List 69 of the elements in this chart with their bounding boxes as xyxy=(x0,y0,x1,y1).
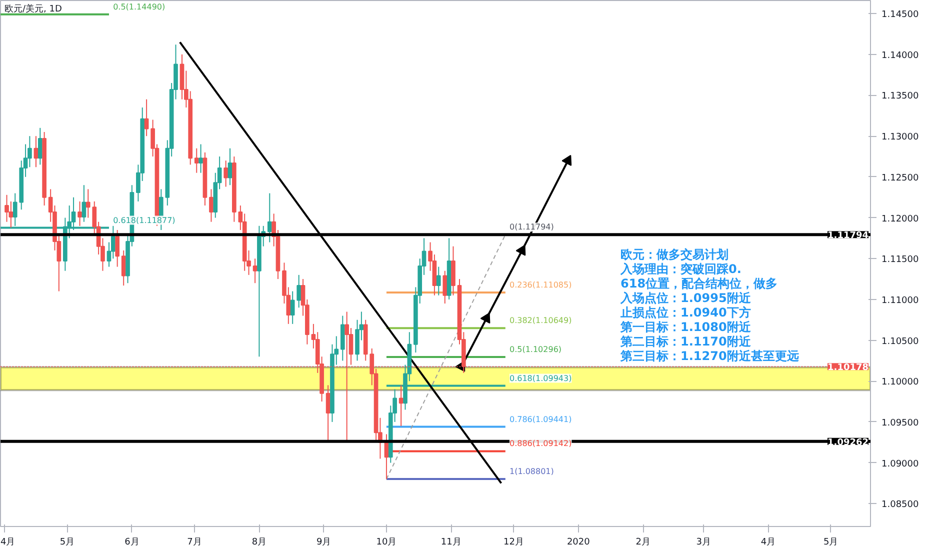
annotation: 入场理由：突破回踩0. xyxy=(620,262,742,276)
y-tick-label: 1.12000 xyxy=(882,214,919,224)
candlestick xyxy=(228,148,232,186)
candlestick xyxy=(252,258,258,284)
x-tick-label: 6月 xyxy=(124,538,140,548)
y-tick-label: 1.08500 xyxy=(882,500,919,510)
candlestick xyxy=(38,127,42,166)
x-tick-label: 10月 xyxy=(376,538,397,548)
candlestick xyxy=(198,144,203,174)
annotation: 0.236(1.11085) xyxy=(509,280,572,290)
candlestick xyxy=(121,250,126,286)
x-tick-label: 5月 xyxy=(60,538,75,548)
candlestick xyxy=(209,188,214,222)
candlestick xyxy=(144,98,149,137)
candlestick xyxy=(34,136,38,168)
annotation: 入场点位：1.0995附近 xyxy=(620,291,752,305)
x-tick-label: 9月 xyxy=(316,538,332,548)
ref-line-label: 1.09262 xyxy=(828,438,869,448)
candlestick xyxy=(82,184,86,222)
candlestick xyxy=(267,192,272,243)
y-tick-label: 1.10500 xyxy=(882,336,919,347)
y-tick-label: 1.09500 xyxy=(882,418,919,428)
candlestick xyxy=(326,384,330,443)
y-tick-label: 1.13500 xyxy=(882,92,919,102)
annotation: 止损点位：1.0940下方 xyxy=(620,306,751,320)
annotation: 1(1.08801) xyxy=(509,467,554,476)
x-tick-label: 3月 xyxy=(696,538,711,548)
x-tick-label: 2月 xyxy=(636,538,650,548)
annotation: 欧元：做多交易计划 xyxy=(620,248,728,262)
candlestick xyxy=(86,188,90,218)
y-tick-label: 1.12500 xyxy=(882,173,919,184)
annotation: 0(1.11794) xyxy=(509,222,554,232)
annotation: 第二目标：1.1170附近 xyxy=(620,334,752,348)
y-tick-label: 1.14500 xyxy=(882,10,919,20)
y-tick-label: 1.10000 xyxy=(882,378,919,388)
point xyxy=(562,154,572,166)
candlestick xyxy=(398,384,404,427)
candlestick xyxy=(436,266,441,296)
y-tick-label: 1.11000 xyxy=(882,296,919,306)
candlestick xyxy=(115,230,120,268)
annotation: 0.5(1.14490) xyxy=(113,2,166,12)
candlestick xyxy=(194,148,199,174)
annotation: 0.618(1.11877) xyxy=(113,216,176,225)
annotation: 第一目标：1.1080附近 xyxy=(620,320,752,334)
chart-title: 欧元/美元, 1D xyxy=(4,4,62,14)
annotation: 0.618(1.09943) xyxy=(509,374,572,383)
point xyxy=(516,244,526,256)
x-tick-label: 5月 xyxy=(823,538,838,548)
candlestick xyxy=(78,200,82,226)
candlestick xyxy=(224,160,228,188)
y-tick-label: 1.09000 xyxy=(882,459,919,470)
point xyxy=(480,312,490,324)
candlestick xyxy=(442,270,448,304)
x-tick-label: 11月 xyxy=(440,538,462,548)
annotation: 0.5(1.10296) xyxy=(509,344,562,354)
x-tick-label: 4月 xyxy=(760,538,776,548)
x-tick-label: 8月 xyxy=(252,538,267,548)
annotation: 618位置，配合结构位，做多 xyxy=(620,276,778,290)
annotation: 0.786(1.09441) xyxy=(509,414,572,424)
y-tick-label: 1.14000 xyxy=(882,50,919,61)
annotation: 0.382(1.10649) xyxy=(509,316,572,326)
y-tick-label: 1.11500 xyxy=(882,255,919,266)
x-tick-label: 4月 xyxy=(0,538,16,548)
x-tick-label: 7月 xyxy=(187,538,202,548)
x-tick-label: 2020 xyxy=(566,538,590,548)
annotation: 第三目标：1.1270附近甚至更远 xyxy=(620,349,800,363)
x-tick-label: 12月 xyxy=(504,538,524,548)
y-tick-label: 1.13000 xyxy=(882,132,919,143)
annotation: 0.886(1.09142) xyxy=(509,439,572,448)
